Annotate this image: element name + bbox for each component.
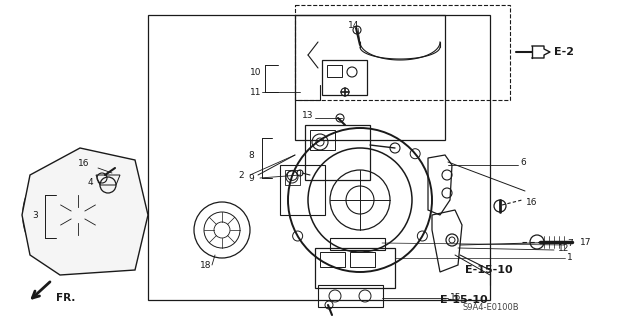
Bar [318, 285, 383, 307]
Text: 1: 1 [567, 253, 573, 262]
Bar [327, 65, 342, 77]
Text: 2: 2 [238, 171, 244, 180]
Text: 14: 14 [348, 20, 360, 29]
Text: 16: 16 [78, 158, 90, 167]
Text: 15: 15 [450, 293, 461, 302]
Bar [280, 165, 325, 215]
Text: 4: 4 [88, 178, 93, 187]
Text: 16: 16 [526, 197, 538, 206]
Bar [295, 5, 510, 100]
Text: 9: 9 [248, 173, 253, 182]
Text: 12: 12 [558, 244, 570, 252]
Text: E-2: E-2 [554, 47, 574, 57]
Text: 11: 11 [250, 87, 262, 97]
Text: 13: 13 [302, 110, 314, 119]
Bar [330, 238, 385, 250]
Text: S9A4-E0100B: S9A4-E0100B [462, 303, 518, 313]
Text: 10: 10 [250, 68, 262, 76]
Bar [310, 130, 335, 150]
Bar [322, 60, 367, 95]
Polygon shape [22, 148, 148, 275]
Text: 17: 17 [580, 237, 591, 246]
Text: 18: 18 [200, 260, 211, 269]
Text: 7: 7 [567, 238, 573, 247]
Bar [148, 15, 490, 300]
Bar [350, 252, 375, 267]
Text: 3: 3 [32, 211, 38, 220]
Text: E-15-10: E-15-10 [440, 295, 488, 305]
Bar [315, 248, 395, 288]
Text: E-15-10: E-15-10 [465, 265, 513, 275]
Text: 8: 8 [248, 150, 253, 159]
Bar [295, 15, 445, 140]
Bar [305, 125, 370, 180]
Text: 6: 6 [520, 157, 525, 166]
Text: FR.: FR. [56, 293, 76, 303]
Bar [320, 252, 345, 267]
Bar [285, 170, 300, 185]
